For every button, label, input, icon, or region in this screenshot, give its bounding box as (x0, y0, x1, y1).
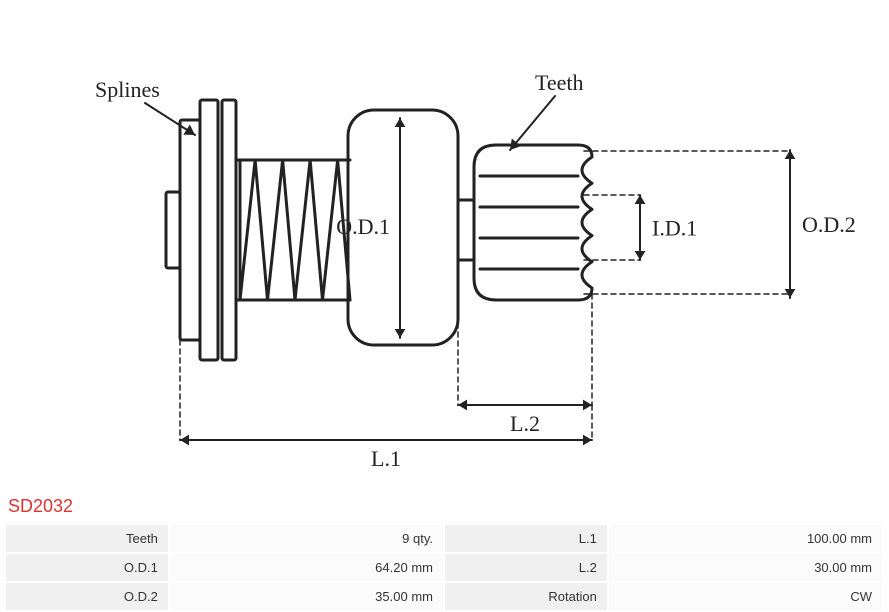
svg-text:L.1: L.1 (371, 446, 401, 471)
part-number: SD2032 (8, 496, 889, 517)
spec-label: Teeth (6, 525, 168, 552)
svg-text:I.D.1: I.D.1 (652, 216, 697, 241)
spec-value: CW (609, 583, 882, 610)
spec-table: Teeth9 qty.L.1100.00 mmO.D.164.20 mmL.23… (4, 523, 884, 612)
svg-text:Splines: Splines (95, 77, 160, 102)
spec-value: 64.20 mm (170, 554, 443, 581)
spec-label: L.2 (445, 554, 607, 581)
technical-diagram: O.D.1 O.D.2 I.D.1 L.2 L.1 Splines Teeth (0, 0, 889, 490)
spec-label: Rotation (445, 583, 607, 610)
spec-label: L.1 (445, 525, 607, 552)
spec-value: 35.00 mm (170, 583, 443, 610)
svg-text:O.D.2: O.D.2 (802, 212, 856, 237)
spec-value: 30.00 mm (609, 554, 882, 581)
svg-text:O.D.1: O.D.1 (336, 214, 390, 239)
spec-value: 100.00 mm (609, 525, 882, 552)
svg-text:Teeth: Teeth (535, 70, 584, 95)
table-row: O.D.235.00 mmRotationCW (6, 583, 882, 610)
table-row: Teeth9 qty.L.1100.00 mm (6, 525, 882, 552)
spec-value: 9 qty. (170, 525, 443, 552)
svg-text:L.2: L.2 (510, 411, 540, 436)
spec-label: O.D.1 (6, 554, 168, 581)
spec-label: O.D.2 (6, 583, 168, 610)
table-row: O.D.164.20 mmL.230.00 mm (6, 554, 882, 581)
